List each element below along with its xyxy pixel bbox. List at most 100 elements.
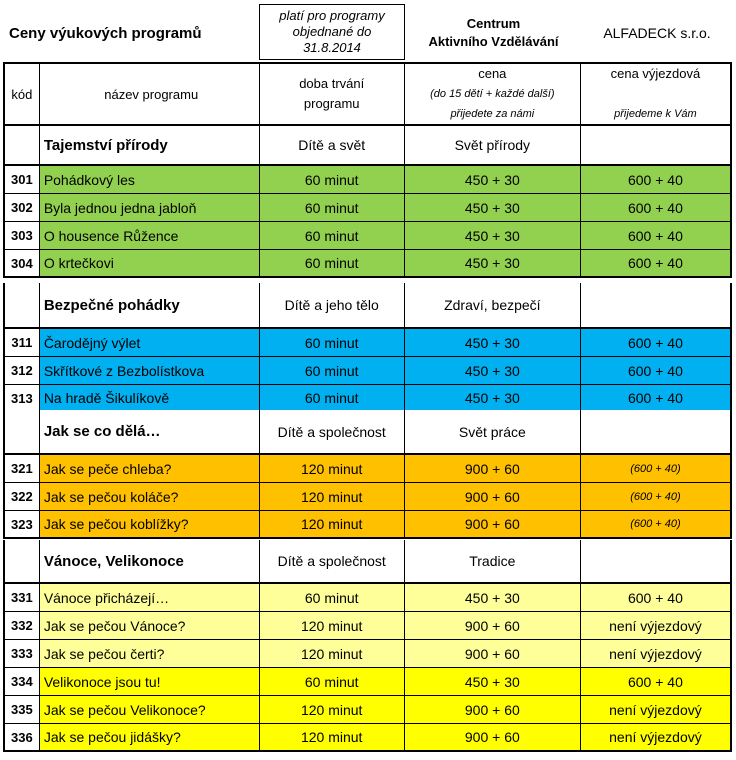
row-program-name: Jak se pečou koblížky? — [39, 511, 260, 537]
row-price: 900 + 60 — [404, 696, 581, 723]
section-away-blank — [581, 540, 730, 582]
row-program-name: Skřítkové z Bezbolístkova — [39, 357, 260, 384]
section-code-blank — [5, 540, 40, 582]
section-header-bezpecne-pohadky: Bezpečné pohádky Dítě a jeho tělo Zdraví, … — [3, 283, 732, 329]
row-program-name: Byla jednou jedna jabloň — [39, 194, 260, 221]
row-program-name: Čarodějný výlet — [39, 329, 260, 356]
row-duration: 60 minut — [259, 250, 405, 276]
table-row: 304 O krtečkovi 60 minut 450 + 30 600 + 40 — [3, 250, 732, 278]
col-header-price: cena (do 15 dětí + každé další) přijedet… — [405, 64, 581, 124]
section-topic: Dítě a společnost — [260, 540, 405, 582]
row-code: 333 — [5, 640, 40, 667]
row-away-price: není výjezdový — [580, 612, 731, 639]
row-duration: 120 minut — [259, 455, 405, 482]
table-row: 331 Vánoce přicházejí… 60 minut 450 + 30 600… — [3, 584, 732, 612]
row-price: 900 + 60 — [404, 511, 581, 537]
price-label: cena — [478, 66, 507, 81]
table-row: 302 Byla jednou jedna jabloň 60 minut 450 +… — [3, 194, 732, 222]
section-topic: Dítě a svět — [260, 126, 405, 164]
duration-line-2: programu — [303, 96, 360, 111]
row-price: 450 + 30 — [404, 668, 581, 695]
row-duration: 60 minut — [259, 329, 405, 356]
price-sub: přijedete za námi — [450, 108, 535, 120]
company-name: ALFADECK s.r.o. — [603, 25, 711, 41]
section-code-blank — [5, 410, 40, 453]
col-header-away-price: cena výjezdová přijedeme k Vám — [581, 64, 730, 124]
price-note: (do 15 dětí + každé další) — [430, 88, 555, 100]
row-price: 450 + 30 — [404, 329, 581, 356]
row-duration: 120 minut — [259, 483, 405, 510]
row-program-name: Velikonoce jsou tu! — [39, 668, 260, 695]
row-duration: 120 minut — [259, 640, 405, 667]
table-row: 332 Jak se pečou Vánoce? 120 minut 900 + 60… — [3, 612, 732, 640]
row-price: 900 + 60 — [404, 724, 581, 750]
row-price: 900 + 60 — [404, 455, 581, 482]
section-code-blank — [5, 126, 40, 164]
row-duration: 120 minut — [259, 612, 405, 639]
section-code-blank — [5, 283, 40, 327]
section-header-jak-se-co-dela: Jak se co dělá… Dítě a společnost Svět prá… — [3, 410, 732, 455]
validity-line-2: objednané do — [292, 24, 372, 39]
table-row: 322 Jak se pečou koláče? 120 minut 900 + 60… — [3, 483, 732, 511]
row-price: 450 + 30 — [404, 222, 581, 249]
row-price: 900 + 60 — [404, 483, 581, 510]
section-area: Svět práce — [405, 410, 581, 453]
row-away-price: není výjezdový — [580, 724, 731, 750]
table-row: 311 Čarodějný výlet 60 minut 450 + 30 600 + … — [3, 329, 732, 357]
section-title: Bezpečné pohádky — [40, 283, 260, 327]
row-price: 900 + 60 — [404, 612, 581, 639]
row-away-price: 600 + 40 — [580, 584, 731, 611]
row-program-name: Na hradě Šikulíkově — [39, 385, 260, 411]
row-program-name: Jak se pečou koláče? — [39, 483, 260, 510]
row-code: 336 — [5, 724, 40, 750]
section-topic: Dítě a jeho tělo — [260, 283, 405, 327]
away-label: cena výjezdová — [610, 66, 701, 81]
table-row: 301 Pohádkový les 60 minut 450 + 30 600 + 40 — [3, 166, 732, 194]
table-row: 323 Jak se pečou koblížky? 120 minut 900 + … — [3, 511, 732, 539]
section-away-blank — [581, 410, 730, 453]
section-area: Tradice — [405, 540, 581, 582]
row-duration: 60 minut — [259, 385, 405, 411]
col-header-name: název programu — [40, 64, 260, 124]
table-row: 336 Jak se pečou jidášky? 120 minut 900 + 6… — [3, 724, 732, 752]
table-row: 335 Jak se pečou Velikonoce? 120 minut 900 … — [3, 696, 732, 724]
row-program-name: Jak se peče chleba? — [39, 455, 260, 482]
row-duration: 120 minut — [259, 724, 405, 750]
row-duration: 60 minut — [259, 584, 405, 611]
row-price: 900 + 60 — [404, 640, 581, 667]
row-price: 450 + 30 — [404, 385, 581, 411]
validity-line-3: 31.8.2014 — [303, 40, 361, 55]
row-away-price: není výjezdový — [580, 696, 731, 723]
row-duration: 60 minut — [259, 357, 405, 384]
row-code: 322 — [5, 483, 40, 510]
row-code: 303 — [5, 222, 40, 249]
row-program-name: O krtečkovi — [39, 250, 260, 276]
section-away-blank — [581, 283, 730, 327]
table-row: 334 Velikonoce jsou tu! 60 minut 450 + 30 60… — [3, 668, 732, 696]
row-duration: 120 minut — [259, 696, 405, 723]
row-duration: 60 minut — [259, 222, 405, 249]
column-header-row: kód název programu doba trvání programu … — [3, 62, 732, 126]
row-program-name: Jak se pečou Velikonoce? — [39, 696, 260, 723]
table-row: 303 O housence Růžence 60 minut 450 + 30 600… — [3, 222, 732, 250]
row-away-price: není výjezdový — [580, 640, 731, 667]
row-duration: 60 minut — [259, 668, 405, 695]
validity-line-1: platí pro programy — [279, 8, 385, 23]
row-duration: 60 minut — [259, 166, 405, 193]
row-price: 450 + 30 — [404, 194, 581, 221]
col-header-code: kód — [5, 64, 40, 124]
table-row: 312 Skřítkové z Bezbolístkova 60 minut 450 … — [3, 357, 732, 385]
section-header-vanoce-velikonoce: Vánoce, Velikonoce Dítě a společnost Tradi… — [3, 540, 732, 584]
row-away-price: 600 + 40 — [580, 668, 731, 695]
validity-note: platí pro programy objednané do 31.8.201… — [259, 4, 405, 60]
duration-line-1: doba trvání — [299, 76, 365, 91]
row-away-price: (600 + 40) — [580, 455, 731, 482]
col-header-duration: doba trvání programu — [260, 64, 405, 124]
section-title: Tajemství přírody — [40, 126, 260, 164]
row-program-name: Vánoce přicházejí… — [39, 584, 260, 611]
row-away-price: 600 + 40 — [580, 329, 731, 356]
row-program-name: O housence Růžence — [39, 222, 260, 249]
row-away-price: (600 + 40) — [580, 511, 731, 537]
table-row: 321 Jak se peče chleba? 120 minut 900 + 60(… — [3, 455, 732, 483]
row-away-price: 600 + 40 — [580, 194, 731, 221]
